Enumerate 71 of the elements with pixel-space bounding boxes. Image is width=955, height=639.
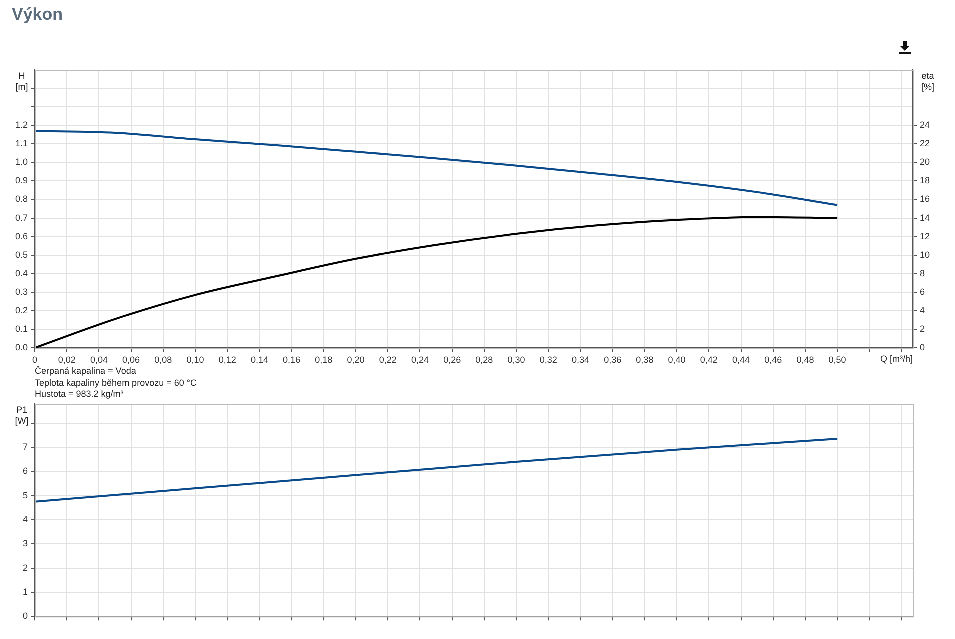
y-tick-label: 1.2 — [15, 120, 28, 130]
chart-title: Výkon — [12, 5, 64, 25]
y-tick-label: 7 — [22, 442, 28, 452]
x-tick-label: 0,38 — [636, 354, 654, 365]
y-tick-label: 0.4 — [15, 268, 28, 278]
y2-axis-title: eta [%] — [921, 70, 935, 92]
y-tick-label: 0.0 — [15, 342, 28, 352]
y2-tick-label: 4 — [920, 305, 926, 316]
x-tick-label: 0,10 — [186, 354, 204, 365]
y-tick-label: 0.7 — [15, 212, 28, 223]
y2-tick-label: 16 — [920, 194, 930, 204]
y-tick-label: 1.1 — [15, 138, 28, 149]
y2-tick-label: 20 — [920, 157, 930, 168]
y2-tick-label: 14 — [920, 212, 930, 223]
x-tick-label: 0,08 — [154, 354, 172, 365]
line-series — [35, 216, 839, 348]
x-tick-label: 0,24 — [411, 354, 429, 365]
y2-tick-label: 18 — [920, 176, 930, 186]
x-tick-label: 0 — [32, 354, 38, 365]
x-tick-label: 0,32 — [540, 354, 558, 365]
x-tick-label: 0,48 — [796, 354, 814, 365]
x-tick-label: 0,36 — [604, 354, 622, 365]
y-tick-label: 0.3 — [15, 286, 28, 297]
y-tick-label: 5 — [22, 490, 28, 500]
x-tick-label: 0,16 — [283, 354, 301, 365]
text: Hustota = 983.2 kg/m³ — [35, 389, 125, 400]
x-axis-title: Q [m³/h] — [880, 354, 913, 364]
text: Čerpaná kapalina = Voda — [35, 366, 138, 378]
y-tick-label: 6 — [22, 466, 28, 476]
y-tick-label: 4 — [22, 514, 28, 524]
x-tick-label: 0,02 — [58, 354, 76, 365]
y-tick-label: 0 — [22, 611, 28, 622]
x-tick-label: 0,40 — [668, 354, 686, 365]
y-tick-label: 2 — [22, 562, 28, 573]
x-tick-label: 0,50 — [828, 354, 846, 365]
y-tick-label: 0.5 — [15, 250, 28, 260]
y-tick-label: 1 — [22, 586, 28, 597]
y2-tick-label: 6 — [920, 286, 926, 297]
y-tick-label: 0.9 — [15, 176, 28, 186]
x-tick-label: 0,14 — [250, 354, 268, 365]
x-tick-label: 0,06 — [122, 354, 140, 365]
y2-tick-label: 10 — [920, 250, 930, 260]
text: Teplota kapaliny během provozu = 60 °C — [35, 378, 197, 389]
x-tick-label: 0,30 — [508, 354, 526, 365]
y-tick-label: 0.1 — [15, 324, 28, 334]
y2-tick-label: 2 — [920, 324, 926, 334]
x-tick-label: 0,20 — [347, 354, 365, 365]
y2-tick-label: 24 — [920, 120, 930, 130]
x-tick-label: 0,18 — [315, 354, 333, 365]
y2-tick-label: 22 — [920, 138, 930, 149]
x-tick-label: 0,28 — [476, 354, 494, 365]
y-axis-title: P1 [W] — [15, 404, 29, 426]
y2-tick-label: 8 — [920, 268, 926, 278]
x-tick-label: 0,22 — [379, 354, 397, 365]
x-tick-label: 0,12 — [218, 354, 236, 365]
y-tick-label: 0.8 — [15, 194, 28, 204]
x-tick-label: 0,46 — [764, 354, 782, 365]
x-tick-label: 0,26 — [444, 354, 462, 365]
x-tick-label: 0,04 — [90, 354, 108, 365]
y2-tick-label: 0 — [920, 342, 926, 352]
line-series — [35, 438, 839, 503]
y-tick-label: 0.6 — [15, 231, 28, 242]
line-series — [35, 130, 839, 206]
y-tick-label: 1.0 — [15, 157, 28, 168]
y-tick-label: 3 — [22, 538, 28, 549]
x-tick-label: 0,42 — [700, 354, 718, 365]
y-axis-title: H [m] — [16, 70, 28, 92]
y2-tick-label: 12 — [920, 231, 930, 242]
x-tick-label: 0,44 — [732, 354, 750, 365]
y-tick-label: 0.2 — [15, 305, 28, 316]
x-tick-label: 0,34 — [572, 354, 590, 365]
